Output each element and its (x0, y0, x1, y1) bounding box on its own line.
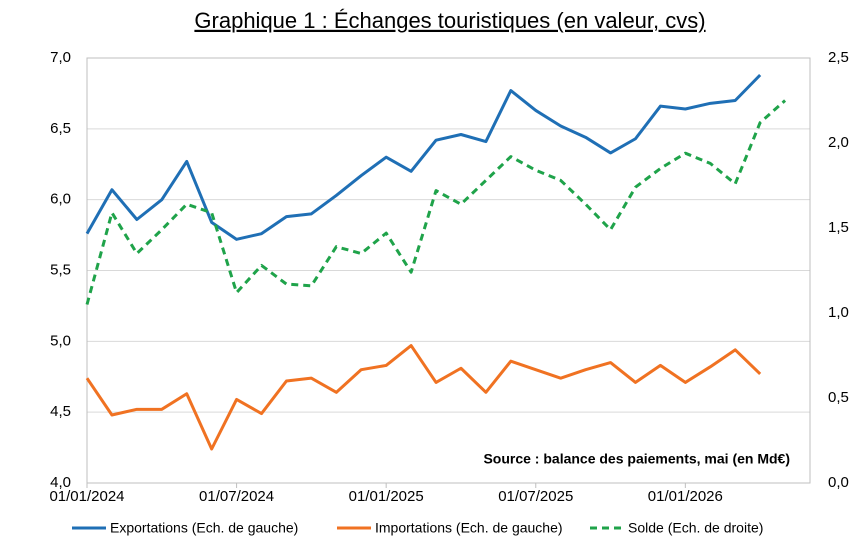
y-tick-label: 7,0 (50, 49, 71, 66)
series-line (85, 99, 787, 305)
y-tick-label: 6,5 (50, 120, 71, 137)
y-tick-label: 5,0 (50, 332, 71, 349)
legend-label: Solde (Ech. de droite) (628, 520, 763, 536)
x-tick-label: 01/07/2025 (498, 488, 573, 505)
x-tick-label: 01/07/2024 (199, 488, 274, 505)
y-tick-label: 4,5 (50, 403, 71, 420)
chart-title: Graphique 1 : Échanges touristiques (en … (194, 8, 705, 33)
legend-label: Exportations (Ech. de gauche) (110, 520, 298, 536)
y2-tick-label: 1,5 (828, 219, 849, 236)
x-tick-label: 01/01/2024 (49, 488, 124, 505)
y-tick-label: 6,0 (50, 191, 71, 208)
legend-label: Importations (Ech. de gauche) (375, 520, 563, 536)
plot-frame (86, 57, 811, 484)
y-tick-label: 5,5 (50, 261, 71, 278)
series-line (85, 344, 762, 451)
y2-tick-label: 2,5 (828, 49, 849, 66)
y2-tick-label: 0,0 (828, 474, 849, 491)
y2-tick-label: 0,5 (828, 389, 849, 406)
y2-tick-label: 1,0 (828, 304, 849, 321)
x-tick-label: 01/01/2026 (648, 488, 723, 505)
series-line (85, 73, 762, 241)
x-tick-label: 01/01/2025 (349, 488, 424, 505)
annotation: Source : balance des paiements, mai (en … (483, 451, 790, 467)
y-tick-label: 4,0 (50, 474, 71, 491)
y2-tick-label: 2,0 (828, 134, 849, 151)
